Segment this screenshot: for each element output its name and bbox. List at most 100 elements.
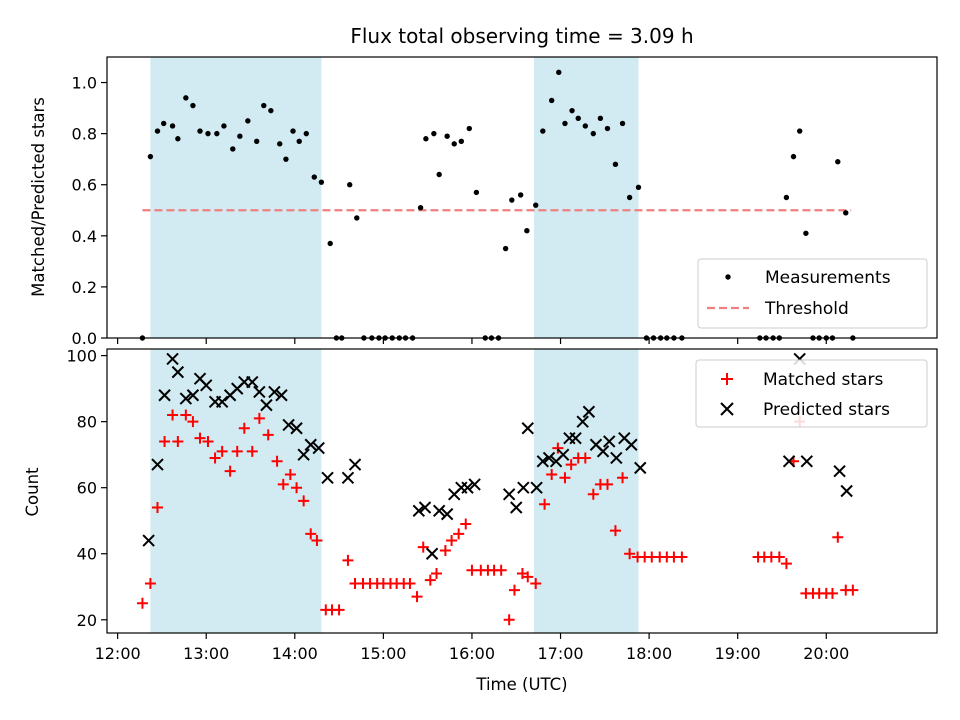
matched-stars-point-42 (439, 544, 451, 556)
x-tick-label-1: 13:00 (183, 644, 229, 663)
measurements-point-18 (277, 141, 283, 147)
measurements-point-3 (160, 120, 167, 127)
bottom-series-points (136, 352, 859, 626)
x-tick-label-0: 12:00 (95, 644, 141, 663)
measurements-point-81 (797, 128, 803, 134)
measurements-point-20 (290, 128, 296, 134)
predicted-stars-point-5 (179, 392, 193, 405)
measurements-legend-label: Measurements (765, 268, 891, 288)
predicted-stars-point-60 (840, 484, 853, 498)
bottom-legend: Matched stars Predicted stars (695, 359, 928, 428)
top-y-tick-label-4: 0.8 (72, 125, 97, 144)
measurements-point-50 (502, 245, 509, 252)
measurements-point-11 (221, 123, 227, 129)
measurements-point-45 (466, 125, 472, 132)
measurements-point-60 (575, 115, 581, 122)
measurements-point-52 (517, 192, 524, 198)
matched-stars-point-67 (617, 472, 629, 484)
predicted-stars-point-24 (321, 471, 334, 484)
matched-stars-point-44 (453, 528, 465, 540)
top-y-axis-ticks: 0.0 0.2 0.4 0.6 0.8 1.0 (72, 74, 107, 348)
matched-stars-point-62 (579, 452, 591, 464)
bottom-x-axis-ticks: 12:00 13:00 14:00 15:00 16:00 17:00 18:00 19:00… (95, 633, 849, 663)
measurements-point-46 (473, 189, 480, 196)
measurements-point-66 (619, 120, 626, 127)
predicted-stars-point-6 (186, 389, 200, 402)
measurements-point-61 (582, 123, 589, 129)
matched-stars-point-15 (246, 445, 258, 457)
predicted-stars-point-27 (412, 504, 426, 518)
predicted-stars-point-17 (268, 385, 281, 399)
matched-legend-marker (721, 373, 733, 385)
measurements-point-23 (311, 174, 317, 180)
measurements-point-21 (296, 138, 302, 144)
measurements-point-28 (347, 182, 353, 188)
top-y-tick-label-2: 0.4 (72, 227, 97, 246)
bottom-y-tick-label-3: 80 (77, 413, 97, 432)
measurements-point-9 (205, 130, 211, 137)
predicted-stars-point-51 (603, 435, 616, 448)
matched-stars-point-17 (262, 429, 274, 441)
matched-stars-point-58 (552, 442, 564, 454)
matched-stars-point-6 (180, 409, 192, 421)
measurements-point-87 (835, 159, 841, 165)
measurements-point-10 (214, 130, 220, 137)
bottom-y-tick-label-4: 100 (66, 347, 97, 366)
predicted-stars-point-36 (502, 488, 516, 501)
bottom-axes-frame (106, 348, 938, 634)
measurements-point-42 (444, 133, 450, 139)
top-legend: Measurements Threshold (697, 258, 928, 329)
predicted-stars-point-23 (312, 441, 325, 455)
matched-stars-point-11 (216, 445, 228, 457)
matched-stars-point-14 (238, 422, 250, 434)
matched-stars-point-59 (559, 472, 571, 484)
x-tick-label-7: 19:00 (715, 644, 761, 663)
predicted-stars-point-8 (200, 379, 213, 392)
x-axis-label: Time (UTC) (475, 675, 567, 694)
measurements-point-4 (169, 123, 176, 129)
matched-stars-point-20 (284, 468, 296, 480)
predicted-stars-point-28 (418, 501, 432, 514)
measurements-point-57 (556, 69, 562, 76)
matched-stars-point-56 (539, 498, 551, 510)
predicted-stars-point-40 (530, 481, 543, 494)
predicted-stars-point-25 (341, 471, 355, 484)
measurements-point-62 (590, 130, 597, 137)
predicted-stars-point-22 (304, 438, 317, 451)
measurements-point-55 (540, 128, 546, 134)
matched-stars-point-40 (424, 574, 436, 586)
matched-stars-point-60 (565, 459, 577, 471)
measurements-point-15 (254, 138, 260, 144)
predicted-stars-point-34 (461, 481, 474, 494)
matched-stars-point-24 (311, 535, 323, 547)
top-shaded-interval-2 (533, 57, 639, 338)
x-tick-label-4: 16:00 (449, 644, 495, 663)
top-shaded-interval-1 (150, 57, 322, 338)
measurements-point-59 (569, 107, 575, 114)
matched-legend-label: Matched stars (763, 370, 883, 390)
matched-stars-point-80 (780, 558, 792, 570)
matched-stars-point-50 (495, 564, 507, 576)
measurements-legend-marker (725, 274, 731, 280)
matched-stars-point-3 (159, 435, 171, 447)
measurements-point-41 (436, 171, 442, 178)
predicted-stars-point-31 (440, 507, 454, 521)
measurements-point-8 (197, 128, 203, 134)
measurements-point-16 (261, 102, 267, 109)
predicted-stars-point-59 (833, 464, 846, 478)
predicted-legend-label: Predicted stars (763, 400, 890, 420)
top-shaded-intervals (150, 57, 639, 338)
x-tick-label-8: 20:00 (803, 644, 849, 663)
chart-title: Flux total observing time = 3.09 h (350, 24, 693, 48)
measurements-point-43 (451, 141, 457, 147)
top-y-tick-label-1: 0.2 (72, 278, 97, 297)
matched-stars-point-68 (624, 548, 636, 560)
measurements-point-17 (268, 107, 274, 114)
measurements-point-67 (626, 194, 633, 201)
matched-stars-point-87 (826, 587, 838, 599)
matched-stars-point-52 (508, 584, 520, 596)
predicted-stars-point-1 (151, 458, 164, 471)
predicted-stars-point-16 (260, 398, 273, 412)
measurements-point-38 (417, 205, 424, 211)
matched-stars-point-57 (546, 468, 558, 480)
